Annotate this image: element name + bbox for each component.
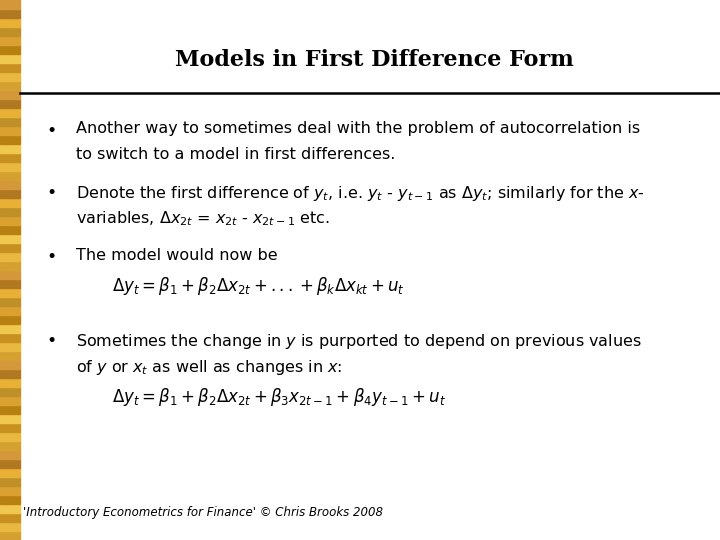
Bar	[0, 198, 20, 207]
Bar	[0, 153, 20, 162]
Text: to switch to a model in first differences.: to switch to a model in first difference…	[76, 147, 395, 163]
Bar	[0, 135, 20, 144]
Bar	[0, 333, 20, 342]
Bar	[0, 324, 20, 333]
Bar	[0, 513, 20, 522]
Bar	[0, 459, 20, 468]
Text: •: •	[47, 184, 57, 201]
Text: •: •	[47, 332, 57, 350]
Bar	[0, 126, 20, 135]
Bar	[0, 36, 20, 45]
Text: •: •	[47, 122, 57, 139]
Bar	[0, 369, 20, 378]
Bar	[0, 423, 20, 432]
Text: of $y$ or $x_t$ as well as changes in $x$:: of $y$ or $x_t$ as well as changes in $x…	[76, 358, 342, 377]
Bar	[0, 504, 20, 513]
Bar	[0, 45, 20, 54]
Text: •: •	[47, 248, 57, 266]
Text: The model would now be: The model would now be	[76, 248, 277, 264]
Text: Models in First Difference Form: Models in First Difference Form	[175, 49, 574, 71]
Bar	[0, 252, 20, 261]
Bar	[0, 162, 20, 171]
Bar	[0, 495, 20, 504]
Bar	[0, 468, 20, 477]
Bar	[0, 360, 20, 369]
Bar	[0, 81, 20, 90]
Bar	[0, 378, 20, 387]
Text: 'Introductory Econometrics for Finance' © Chris Brooks 2008: 'Introductory Econometrics for Finance' …	[23, 507, 383, 519]
Bar	[0, 342, 20, 351]
Bar	[0, 72, 20, 81]
Bar	[0, 486, 20, 495]
Bar	[0, 351, 20, 360]
Bar	[0, 117, 20, 126]
Bar	[0, 270, 20, 279]
Bar	[0, 432, 20, 441]
Bar	[0, 315, 20, 324]
Text: variables, $\Delta x_{2t}$ = $x_{2t}$ - $x_{2t-1}$ etc.: variables, $\Delta x_{2t}$ = $x_{2t}$ - …	[76, 210, 330, 228]
Bar	[0, 180, 20, 189]
Bar	[0, 306, 20, 315]
Bar	[0, 441, 20, 450]
Bar	[0, 405, 20, 414]
Bar	[0, 450, 20, 459]
Bar	[0, 522, 20, 531]
Bar	[0, 27, 20, 36]
Bar	[0, 99, 20, 108]
Bar	[0, 63, 20, 72]
Bar	[0, 261, 20, 270]
Text: Sometimes the change in $y$ is purported to depend on previous values: Sometimes the change in $y$ is purported…	[76, 332, 642, 351]
Bar	[0, 144, 20, 153]
Bar	[0, 90, 20, 99]
Bar	[0, 288, 20, 297]
Text: $\Delta y_t = \beta_1 + \beta_2 \Delta x_{2t} + \beta_3 x_{2t-1} +\beta_4 y_{t-1: $\Delta y_t = \beta_1 + \beta_2 \Delta x…	[112, 386, 446, 408]
Bar	[0, 531, 20, 540]
Bar	[0, 54, 20, 63]
Bar	[0, 279, 20, 288]
Bar	[0, 216, 20, 225]
Bar	[0, 414, 20, 423]
Bar	[0, 9, 20, 18]
Bar	[0, 0, 20, 9]
Bar	[0, 396, 20, 405]
Bar	[0, 234, 20, 243]
Bar	[0, 189, 20, 198]
Bar	[0, 171, 20, 180]
Text: Denote the first difference of $y_t$, i.e. $y_t$ - $y_{t-1}$ as $\Delta y_t$; si: Denote the first difference of $y_t$, i.…	[76, 184, 644, 202]
Text: $\Delta y_t = \beta_1 + \beta_2 \Delta x_{2t} + ... + \beta_k \Delta x_{kt} + u_: $\Delta y_t = \beta_1 + \beta_2 \Delta x…	[112, 275, 405, 298]
Bar	[0, 387, 20, 396]
Text: Another way to sometimes deal with the problem of autocorrelation is: Another way to sometimes deal with the p…	[76, 122, 640, 137]
Bar	[0, 18, 20, 27]
Bar	[0, 207, 20, 216]
Bar	[0, 477, 20, 486]
Bar	[0, 243, 20, 252]
Bar	[0, 108, 20, 117]
Bar	[0, 297, 20, 306]
Bar	[0, 225, 20, 234]
